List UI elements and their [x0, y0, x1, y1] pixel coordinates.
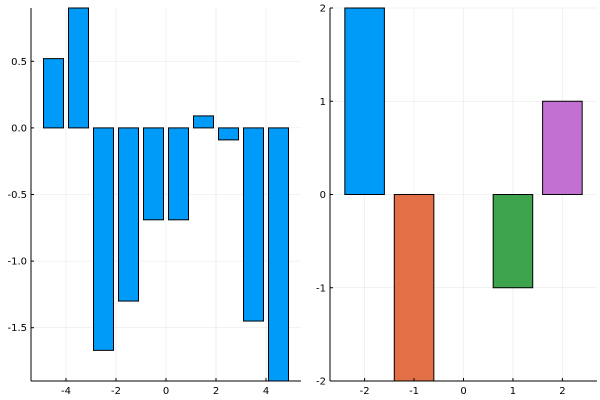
left-x-tick-label: 0 [163, 386, 169, 397]
left-x-tick-label: -4 [61, 386, 71, 397]
left-x-tick-label: 2 [213, 386, 219, 397]
left-y-tick-label: 0.0 [11, 123, 27, 134]
left-y-tick-label: 0.5 [11, 57, 27, 68]
left-bar-1 [43, 58, 64, 129]
right-bar-1 [344, 7, 385, 195]
right-y-tick-label: -1 [316, 283, 326, 294]
left-y-tick-label: -1.0 [7, 257, 27, 268]
left-bar-7 [193, 115, 214, 129]
left-y-tick-label: -0.5 [7, 190, 27, 201]
left-bar-5 [143, 127, 164, 221]
left-bar-8 [218, 127, 239, 141]
left-x-tick-label: 4 [263, 386, 269, 397]
left-bar-chart-panel: -4 -2 0 2 4 -1.5 -1.0 -0.5 0.0 0.5 [7, 7, 301, 397]
right-y-tick-label: 1 [320, 97, 326, 108]
right-x-tick-label: 0 [460, 386, 466, 397]
right-y-tick-label: -2 [316, 377, 326, 388]
left-y-tick-label: -1.5 [7, 323, 27, 334]
right-y-tick-label: 2 [320, 4, 326, 15]
right-bar-2 [393, 194, 435, 382]
right-x-tick-label: 1 [510, 386, 516, 397]
left-bar-10 [268, 127, 289, 382]
right-x-tick-label: 2 [559, 386, 565, 397]
left-bar-2 [68, 7, 89, 129]
right-x-tick-label: -1 [409, 386, 419, 397]
left-bar-9 [243, 127, 264, 322]
right-y-tick-label: 0 [320, 190, 326, 201]
left-x-tick-label: -2 [111, 386, 121, 397]
right-bar-5 [542, 100, 583, 195]
right-bar-chart-panel: -2 -1 0 1 2 -2 -1 0 1 2 [316, 4, 597, 397]
right-x-tick-label: -2 [360, 386, 370, 397]
left-bar-6 [168, 127, 189, 221]
left-bar-4 [118, 127, 139, 302]
left-bar-3 [93, 127, 114, 351]
right-bar-4 [492, 194, 534, 289]
